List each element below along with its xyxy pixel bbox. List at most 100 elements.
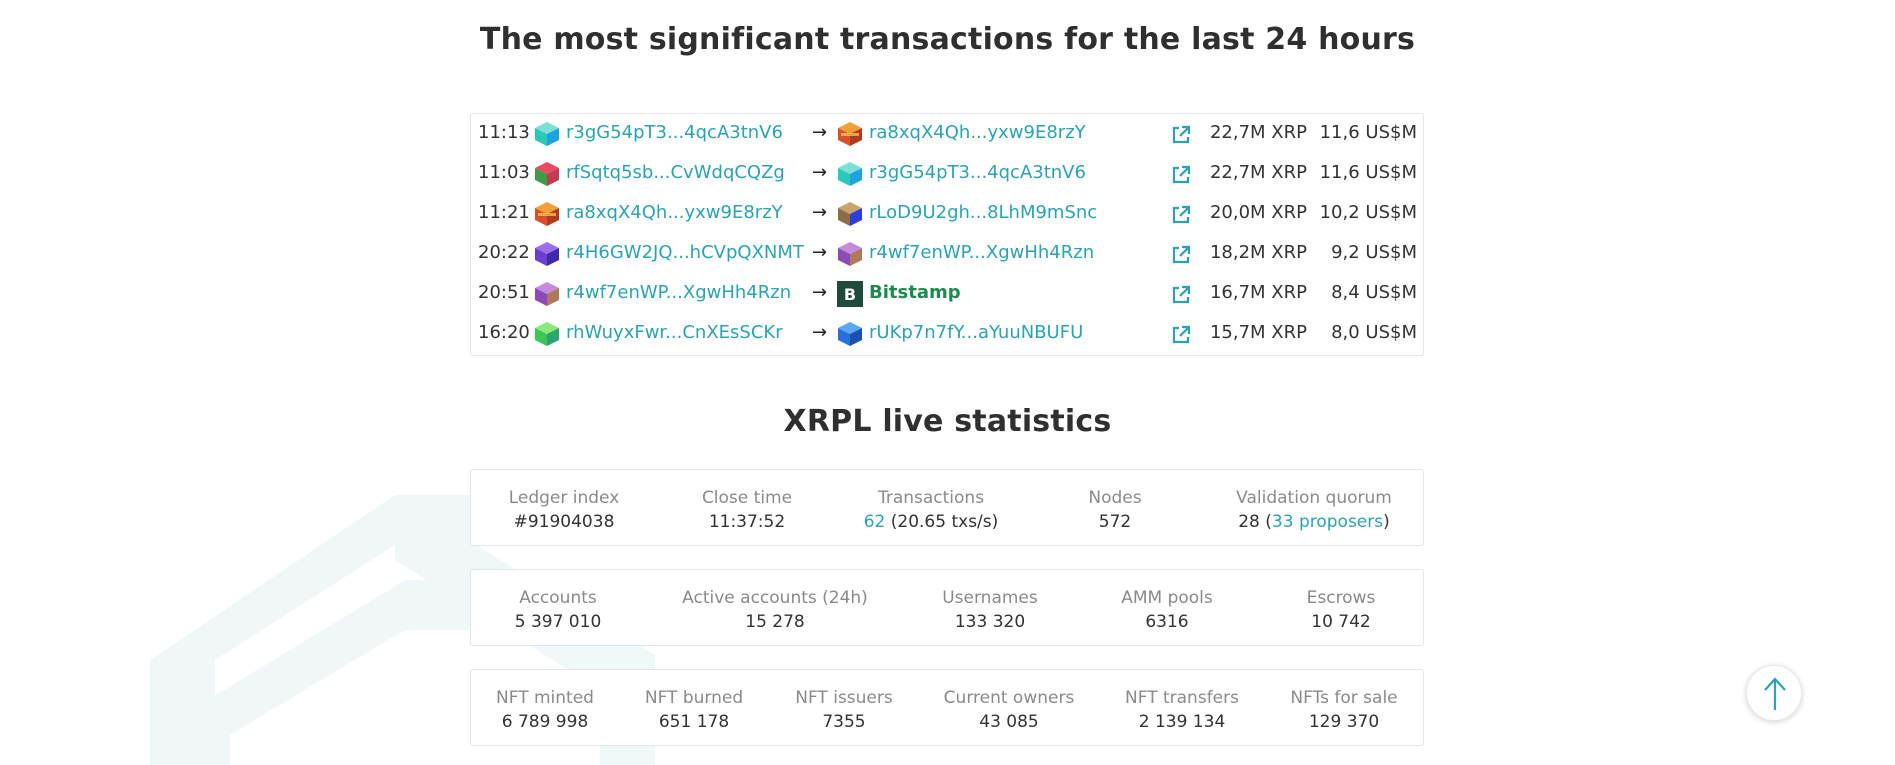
transactions-count-link[interactable]: 62 — [863, 512, 886, 532]
stat-value: 2 139 134 — [1138, 712, 1226, 732]
tx-time: 11:13 — [478, 122, 530, 143]
stat-nodes: Nodes 572 — [1025, 486, 1205, 534]
avatar — [838, 322, 862, 346]
table-row: 16:20 rhWuyxFwr...CnXEsSCKr → rUKp7n7fY.… — [471, 314, 1423, 354]
tx-from-link[interactable]: r3gG54pT3...4qcA3tnV6 — [566, 122, 783, 143]
tx-from-link[interactable]: r4H6GW2JQ...hCVpQXNMT — [566, 242, 804, 263]
stat-label: NFT issuers — [795, 688, 893, 708]
nodes-link[interactable]: 572 — [1098, 512, 1132, 532]
table-row: 20:22 r4H6GW2JQ...hCVpQXNMT → r4wf7enWP.… — [471, 234, 1423, 274]
external-link-icon[interactable] — [1170, 124, 1192, 146]
tx-to-link[interactable]: rUKp7n7fY...aYuuNBUFU — [869, 322, 1084, 343]
external-link-icon[interactable] — [1170, 164, 1192, 186]
external-link-icon[interactable] — [1170, 284, 1192, 306]
tx-amount: 22,7M XRP — [1209, 122, 1307, 143]
arrow-up-icon — [1764, 677, 1786, 710]
nfts-for-sale-link[interactable]: 129 370 — [1308, 712, 1380, 732]
external-link-icon[interactable] — [1170, 204, 1192, 226]
stat-label: Close time — [701, 488, 793, 508]
tx-from-link[interactable]: rhWuyxFwr...CnXEsSCKr — [566, 322, 783, 343]
transactions-rate: (20.65 txs/s) — [890, 512, 999, 532]
stat-label: Nodes — [1088, 488, 1142, 508]
tx-to-link[interactable]: r3gG54pT3...4qcA3tnV6 — [869, 162, 1086, 183]
tx-to-link[interactable]: Bitstamp — [869, 282, 961, 303]
tx-time: 11:21 — [478, 202, 530, 223]
stat-accounts: Accounts 5 397 010 — [471, 586, 645, 634]
stat-label: Transactions — [877, 488, 985, 508]
avatar — [838, 162, 862, 186]
stats-row-accounts: Accounts 5 397 010 Active accounts (24h)… — [470, 569, 1424, 646]
quorum-value: 28 ( — [1238, 512, 1272, 532]
stat-label: NFT burned — [644, 688, 744, 708]
tx-amount: 18,2M XRP — [1209, 242, 1307, 263]
ledger-index-link[interactable]: #91904038 — [513, 512, 615, 532]
tx-time: 20:22 — [478, 242, 530, 263]
tx-from-link[interactable]: r4wf7enWP...XgwHh4Rzn — [566, 282, 792, 303]
tx-usd: 11,6 US$M — [1319, 122, 1417, 143]
stat-ledger-index: Ledger index #91904038 — [471, 486, 657, 534]
avatar — [535, 202, 559, 226]
stat-label: NFTs for sale — [1290, 688, 1398, 708]
stat-label: Accounts — [519, 588, 597, 608]
svg-text:B: B — [844, 285, 856, 304]
stat-nft-minted: NFT minted 6 789 998 — [471, 686, 619, 734]
stats-section-title: XRPL live statistics — [783, 404, 1112, 439]
stat-label: Current owners — [943, 688, 1075, 708]
table-row: 11:03 rfSqtq5sb...CvWdqCQZg → r3gG54pT3.… — [471, 154, 1423, 194]
stat-escrows: Escrows 10 742 — [1259, 586, 1423, 634]
stat-label: Usernames — [942, 588, 1038, 608]
arrow-right-icon: → — [812, 162, 828, 183]
tx-usd: 10,2 US$M — [1319, 202, 1417, 223]
avatar — [535, 322, 559, 346]
nft-issuers-link[interactable]: 7355 — [822, 712, 866, 732]
arrow-right-icon: → — [812, 242, 828, 263]
tx-to-link[interactable]: ra8xqX4Qh...yxw9E8rzY — [869, 122, 1086, 143]
stat-label: Escrows — [1306, 588, 1376, 608]
tx-to-link[interactable]: rLoD9U2gh...8LhM9mSnc — [869, 202, 1098, 223]
stats-row-nft: NFT minted 6 789 998 NFT burned 651 178 … — [470, 669, 1424, 746]
avatar — [535, 242, 559, 266]
stat-transactions: Transactions 62 (20.65 txs/s) — [837, 486, 1025, 534]
stats-row-ledger: Ledger index #91904038 Close time 11:37:… — [470, 469, 1424, 546]
external-link-icon[interactable] — [1170, 324, 1192, 346]
stat-validation-quorum: Validation quorum 28 (33 proposers) — [1205, 486, 1423, 534]
stat-label: Validation quorum — [1236, 488, 1392, 508]
avatar — [535, 282, 559, 306]
avatar — [535, 122, 559, 146]
scroll-to-top-button[interactable] — [1746, 665, 1802, 721]
tx-to-link[interactable]: r4wf7enWP...XgwHh4Rzn — [869, 242, 1095, 263]
stat-label: NFT minted — [496, 688, 594, 708]
proposers-link[interactable]: 33 proposers — [1271, 512, 1384, 532]
nft-burned-link[interactable]: 651 178 — [658, 712, 730, 732]
stat-value: 10 742 — [1311, 612, 1371, 632]
tx-usd: 8,4 US$M — [1331, 282, 1417, 303]
tx-amount: 16,7M XRP — [1209, 282, 1307, 303]
tx-usd: 8,0 US$M — [1331, 322, 1417, 343]
stat-label: Ledger index — [508, 488, 620, 508]
current-owners-link[interactable]: 43 085 — [979, 712, 1039, 732]
tx-usd: 11,6 US$M — [1319, 162, 1417, 183]
tx-from-link[interactable]: ra8xqX4Qh...yxw9E8rzY — [566, 202, 783, 223]
stat-value: 28 (33 proposers) — [1205, 510, 1423, 534]
table-row: 20:51 r4wf7enWP...XgwHh4Rzn → B Bitstamp… — [471, 274, 1423, 314]
stat-value: 11:37:52 — [708, 512, 786, 532]
table-row: 11:21 ra8xqX4Qh...yxw9E8rzY → rLoD9U2gh.… — [471, 194, 1423, 234]
stat-nft-burned: NFT burned 651 178 — [619, 686, 769, 734]
tx-time: 16:20 — [478, 322, 530, 343]
accounts-link[interactable]: 5 397 010 — [514, 612, 602, 632]
stat-label: AMM pools — [1121, 588, 1213, 608]
transactions-table: 11:13 r3gG54pT3...4qcA3tnV6 → ra8xqX4Qh.… — [470, 113, 1424, 356]
arrow-right-icon: → — [812, 322, 828, 343]
tx-section-title: The most significant transactions for th… — [479, 22, 1416, 57]
amm-pools-link[interactable]: 6316 — [1145, 612, 1189, 632]
nft-minted-link[interactable]: 6 789 998 — [501, 712, 589, 732]
external-link-icon[interactable] — [1170, 244, 1192, 266]
stat-nft-transfers: NFT transfers 2 139 134 — [1099, 686, 1265, 734]
tx-usd: 9,2 US$M — [1331, 242, 1417, 263]
stat-usernames: Usernames 133 320 — [905, 586, 1075, 634]
stat-amm-pools: AMM pools 6316 — [1075, 586, 1259, 634]
stat-value: 133 320 — [954, 612, 1026, 632]
stat-active-accounts: Active accounts (24h) 15 278 — [645, 586, 905, 634]
stat-value: 62 (20.65 txs/s) — [837, 510, 1025, 534]
tx-from-link[interactable]: rfSqtq5sb...CvWdqCQZg — [566, 162, 785, 183]
